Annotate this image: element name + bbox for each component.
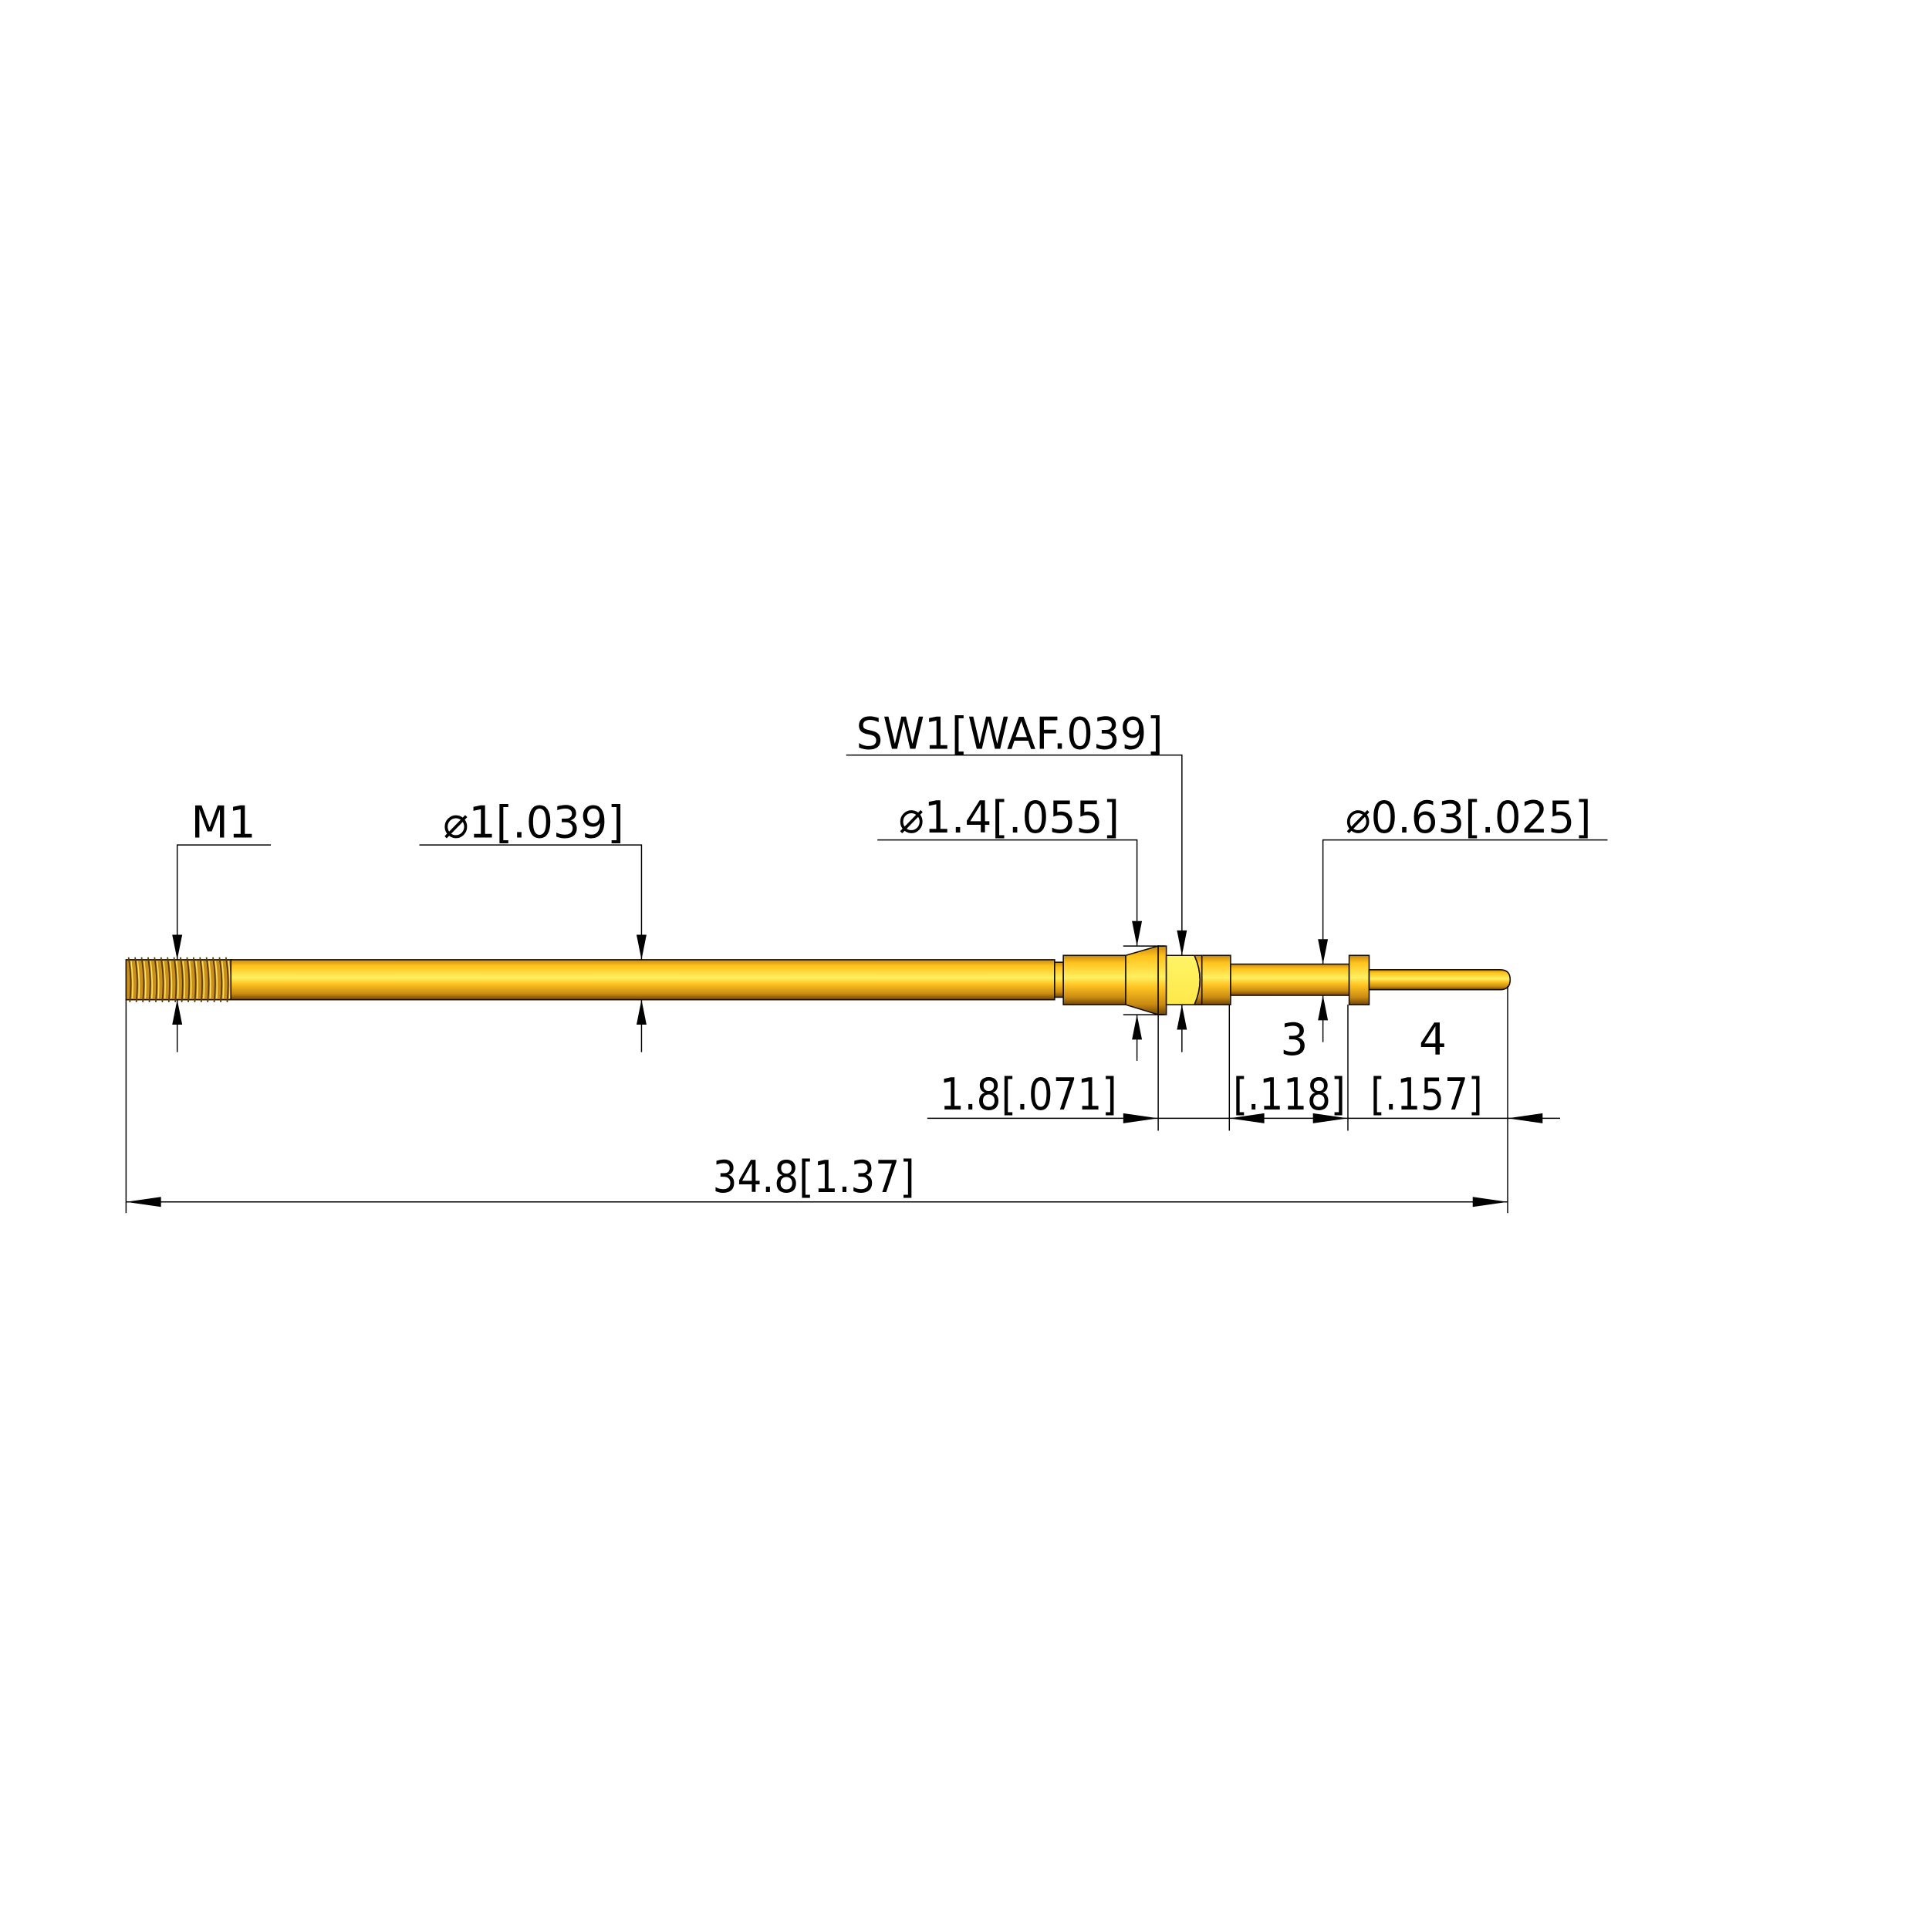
thread-crest xyxy=(160,957,164,1003)
hex-offset-label: 1.8[.071] xyxy=(940,1069,1117,1120)
shaft-neck xyxy=(1054,961,1064,998)
plunger-tip xyxy=(1368,969,1511,991)
thread-crest xyxy=(192,957,197,1003)
thread-highlight xyxy=(169,961,173,999)
thread-highlight xyxy=(175,961,179,999)
thread-highlight xyxy=(163,961,166,999)
thread-highlight xyxy=(130,961,133,999)
probe-part xyxy=(125,945,1511,1016)
thread-highlight xyxy=(182,961,186,999)
arrowhead-up xyxy=(1177,1005,1187,1030)
arrowhead-down xyxy=(1318,939,1329,964)
dimension-arrows xyxy=(126,920,1543,1208)
plunger-diameter-label: ⌀0.63[.025] xyxy=(1346,792,1592,843)
thread-highlight xyxy=(214,961,218,999)
arrowhead-right xyxy=(1312,1113,1348,1123)
body-taper xyxy=(1125,945,1159,1016)
thread-highlight xyxy=(201,961,205,999)
arrowhead-up xyxy=(1318,995,1329,1021)
hex-flat xyxy=(1165,954,1201,1005)
arrowhead-down xyxy=(1177,930,1187,956)
arrowhead-down xyxy=(172,934,183,960)
thread-highlight xyxy=(150,961,154,999)
arrowhead-left xyxy=(126,1197,161,1208)
arrowhead-down xyxy=(636,934,647,960)
body-diameter-label: ⌀1.4[.055] xyxy=(899,792,1120,843)
m1-thread xyxy=(125,957,232,1003)
tip-length-mm-label: 4 xyxy=(1419,1015,1447,1066)
hex-size-label: SW1[WAF.039] xyxy=(856,709,1164,760)
plunger xyxy=(1230,963,1350,996)
arrowhead-right xyxy=(1472,1197,1508,1208)
shaft xyxy=(230,959,1056,1001)
thread-crest xyxy=(140,957,145,1003)
arrowhead-left xyxy=(1508,1113,1543,1123)
thread-crest xyxy=(173,957,177,1003)
thread-highlight xyxy=(228,961,231,999)
hex-chamfer xyxy=(1193,954,1203,1005)
thread-highlight xyxy=(137,961,140,999)
overall-length-label: 34.8[1.37] xyxy=(713,1152,915,1203)
thread-crest xyxy=(154,957,158,1003)
arrowhead-right xyxy=(1123,1113,1159,1123)
body xyxy=(1062,954,1126,1005)
thread-crest xyxy=(218,957,223,1003)
thread-crest xyxy=(147,957,151,1003)
thread-crest xyxy=(205,957,210,1003)
thread-crest xyxy=(212,957,216,1003)
thread-crest xyxy=(186,957,191,1003)
thread-label: M1 xyxy=(191,797,255,848)
shaft-diameter-label: ⌀1[.039] xyxy=(443,797,624,848)
tip-length-in-label: [.157] xyxy=(1370,1069,1483,1120)
plunger-length-mm-label: 3 xyxy=(1280,1015,1308,1066)
plunger-ring xyxy=(1348,954,1370,1005)
plunger-length-in-label: [.118] xyxy=(1233,1069,1346,1120)
thread-crest xyxy=(199,957,203,1003)
thread-highlight xyxy=(156,961,160,999)
thread-crest xyxy=(134,957,138,1003)
arrowhead-up xyxy=(636,999,647,1025)
arrowhead-up xyxy=(1132,1015,1143,1040)
thread-highlight xyxy=(143,961,147,999)
thread-crest xyxy=(127,957,132,1003)
arrowhead-down xyxy=(1132,920,1143,947)
arrowhead-up xyxy=(172,999,183,1025)
thread-highlight xyxy=(188,961,192,999)
thread-crest xyxy=(225,957,229,1003)
flange xyxy=(1157,945,1167,1015)
collar xyxy=(1201,954,1231,1005)
thread-crest xyxy=(180,957,184,1003)
thread-highlight xyxy=(208,961,211,999)
thread-highlight xyxy=(221,961,225,999)
thread-highlight xyxy=(195,961,198,999)
arrowhead-left xyxy=(1229,1113,1265,1123)
thread-crest xyxy=(167,957,171,1003)
